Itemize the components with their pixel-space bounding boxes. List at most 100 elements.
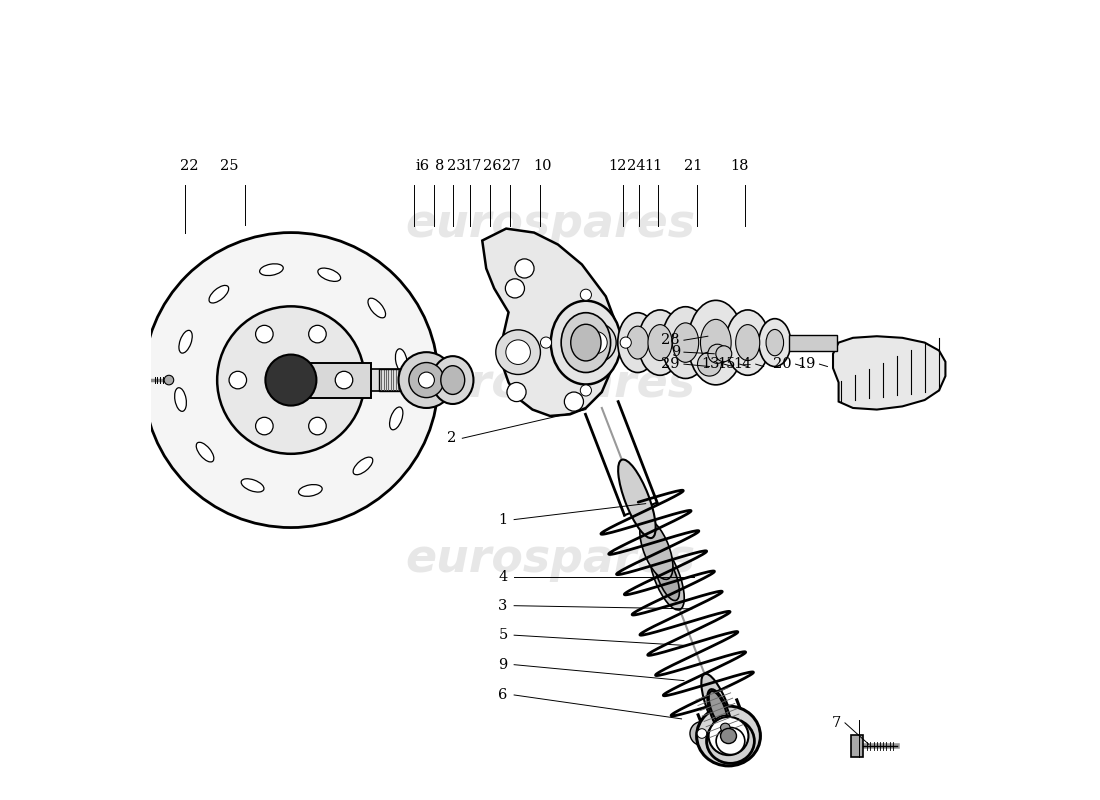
Circle shape <box>164 375 174 385</box>
Ellipse shape <box>716 727 745 754</box>
Ellipse shape <box>368 298 386 318</box>
Text: 26: 26 <box>483 158 502 173</box>
Polygon shape <box>482 229 618 416</box>
Bar <box>789 334 837 350</box>
Ellipse shape <box>561 313 610 373</box>
Text: 19: 19 <box>798 357 815 371</box>
Text: 24: 24 <box>627 158 646 173</box>
Text: 1: 1 <box>498 513 508 526</box>
Text: 3: 3 <box>498 598 508 613</box>
Circle shape <box>418 372 434 388</box>
Text: 12: 12 <box>608 158 627 173</box>
Circle shape <box>229 371 246 389</box>
Ellipse shape <box>708 717 748 755</box>
Circle shape <box>697 729 706 738</box>
Text: 2: 2 <box>447 431 455 446</box>
Text: 17: 17 <box>463 158 482 173</box>
Circle shape <box>581 385 592 396</box>
Ellipse shape <box>706 718 755 763</box>
Ellipse shape <box>661 306 710 378</box>
Circle shape <box>309 326 327 343</box>
Ellipse shape <box>551 301 622 385</box>
Ellipse shape <box>389 407 403 430</box>
Ellipse shape <box>209 286 229 303</box>
Ellipse shape <box>672 323 698 362</box>
Text: eurospares: eurospares <box>405 537 695 582</box>
Ellipse shape <box>648 325 672 361</box>
Ellipse shape <box>298 485 322 496</box>
Circle shape <box>398 352 454 408</box>
Bar <box>371 369 466 391</box>
Circle shape <box>697 352 722 376</box>
Ellipse shape <box>759 318 791 366</box>
Ellipse shape <box>627 326 649 359</box>
Circle shape <box>585 332 607 354</box>
Ellipse shape <box>713 716 738 739</box>
Circle shape <box>506 340 530 365</box>
Ellipse shape <box>618 313 658 373</box>
Ellipse shape <box>395 349 407 373</box>
Ellipse shape <box>175 388 186 411</box>
Ellipse shape <box>441 366 464 394</box>
Text: 20: 20 <box>773 357 792 371</box>
Bar <box>621 333 697 352</box>
Polygon shape <box>833 336 945 410</box>
Text: 13: 13 <box>702 357 719 371</box>
Circle shape <box>515 259 535 278</box>
Ellipse shape <box>688 300 744 385</box>
Ellipse shape <box>707 689 732 736</box>
Ellipse shape <box>640 519 673 579</box>
Bar <box>850 735 864 757</box>
Circle shape <box>620 337 631 348</box>
Text: 8: 8 <box>436 158 444 173</box>
Circle shape <box>708 344 727 363</box>
Ellipse shape <box>702 674 734 741</box>
Bar <box>290 362 371 398</box>
Circle shape <box>564 392 583 411</box>
Ellipse shape <box>649 542 684 610</box>
Ellipse shape <box>720 729 737 743</box>
Circle shape <box>690 722 714 746</box>
Ellipse shape <box>241 478 264 492</box>
Text: 25: 25 <box>220 158 239 173</box>
Ellipse shape <box>571 324 601 361</box>
Ellipse shape <box>701 319 732 366</box>
Text: 7: 7 <box>832 716 842 730</box>
Ellipse shape <box>766 330 783 356</box>
Circle shape <box>265 354 317 406</box>
Text: 14: 14 <box>734 357 751 371</box>
Text: 11: 11 <box>645 158 663 173</box>
Circle shape <box>576 322 616 362</box>
Text: 28: 28 <box>661 334 680 347</box>
Ellipse shape <box>196 442 213 462</box>
Text: eurospares: eurospares <box>405 362 695 406</box>
Ellipse shape <box>353 457 373 474</box>
Circle shape <box>496 330 540 374</box>
Text: 21: 21 <box>684 158 703 173</box>
Circle shape <box>309 418 327 435</box>
Ellipse shape <box>726 310 770 375</box>
Circle shape <box>716 346 732 362</box>
Text: 9: 9 <box>671 345 680 359</box>
Ellipse shape <box>654 552 680 601</box>
Ellipse shape <box>696 706 760 766</box>
Ellipse shape <box>711 697 733 738</box>
Ellipse shape <box>708 691 727 727</box>
Text: 27: 27 <box>503 158 521 173</box>
Text: 10: 10 <box>532 158 551 173</box>
Circle shape <box>255 418 273 435</box>
Text: 5: 5 <box>498 628 508 642</box>
Text: 23: 23 <box>448 158 466 173</box>
Ellipse shape <box>432 356 473 404</box>
Circle shape <box>409 362 444 398</box>
Circle shape <box>507 382 526 402</box>
Circle shape <box>143 233 439 527</box>
Circle shape <box>336 371 353 389</box>
Ellipse shape <box>260 264 284 275</box>
Text: 6: 6 <box>498 688 508 702</box>
Circle shape <box>540 337 551 348</box>
Text: 29: 29 <box>661 357 680 371</box>
Ellipse shape <box>618 459 656 538</box>
Ellipse shape <box>736 325 760 361</box>
Text: i6: i6 <box>416 158 429 173</box>
